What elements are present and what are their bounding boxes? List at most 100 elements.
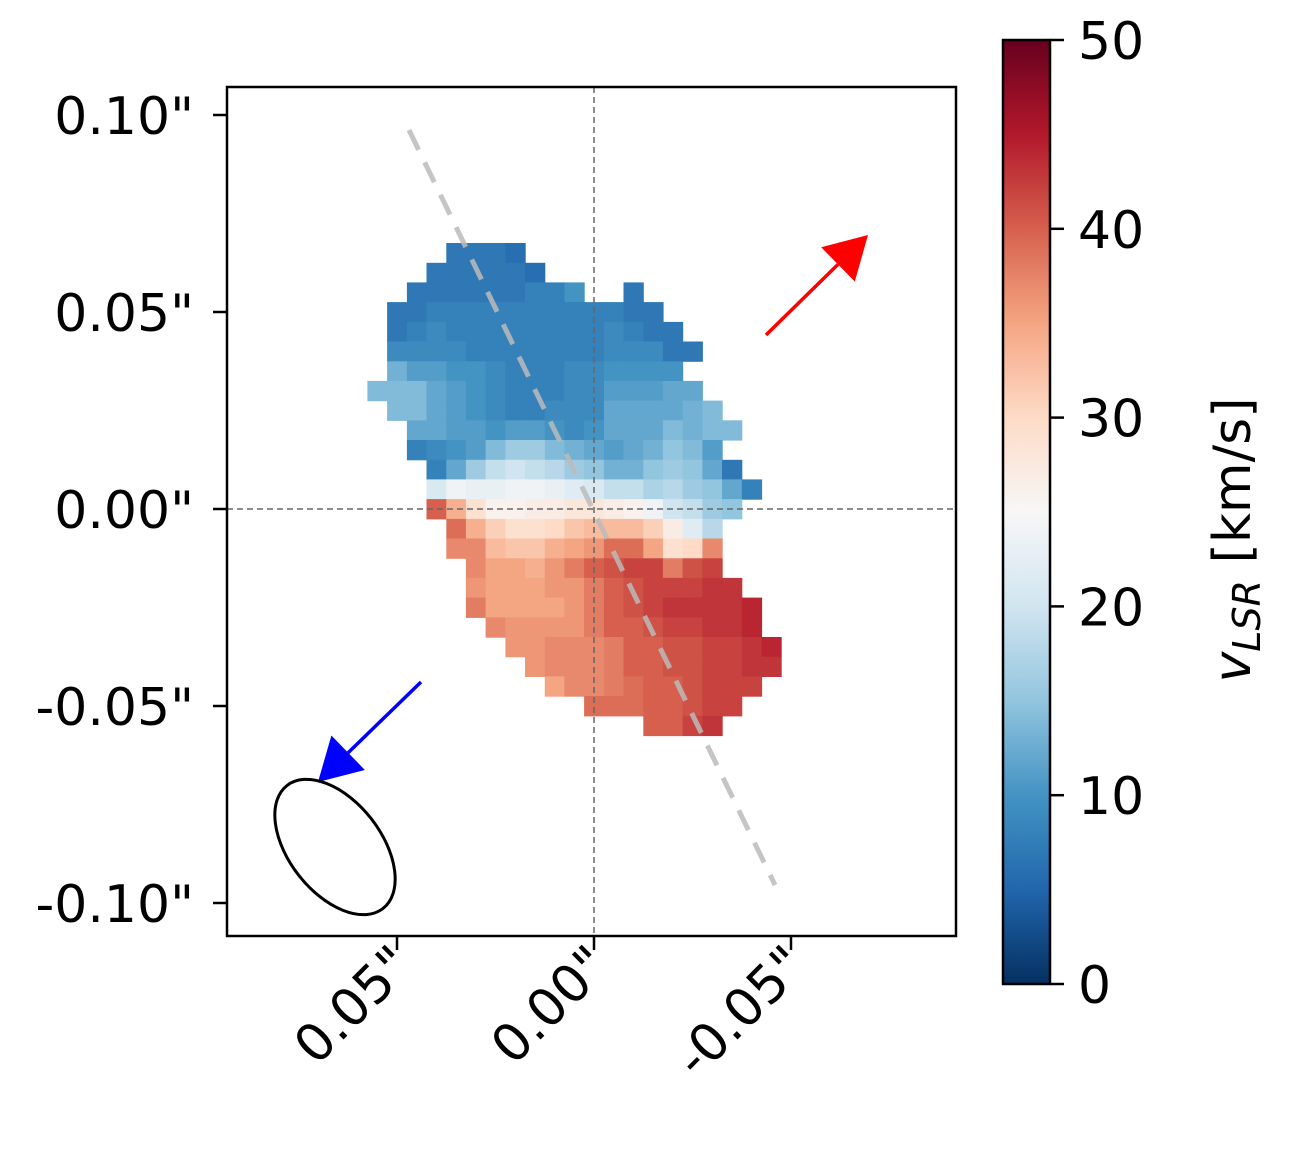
heatmap-cell <box>623 597 644 618</box>
heatmap-cell <box>426 459 447 481</box>
heatmap-cell <box>623 499 644 520</box>
heatmap-cell <box>485 380 506 402</box>
heatmap-cell <box>603 676 625 697</box>
heatmap-cell <box>662 617 684 638</box>
heatmap-cell <box>465 361 487 382</box>
heatmap-cell <box>643 321 664 343</box>
heatmap-cell <box>702 420 723 441</box>
heatmap-cell <box>603 656 625 677</box>
heatmap-cell <box>367 380 388 402</box>
heatmap-cell <box>505 617 526 638</box>
heatmap-cell <box>702 440 723 461</box>
heatmap-cell <box>465 459 487 481</box>
heatmap-cell <box>525 302 546 323</box>
heatmap-cell <box>505 538 526 559</box>
heatmap-cell <box>485 617 506 638</box>
heatmap-cell <box>544 400 566 421</box>
heatmap-cell <box>603 637 625 658</box>
heatmap-cell <box>643 715 664 737</box>
heatmap-cell <box>722 637 743 658</box>
heatmap-cell <box>643 361 664 382</box>
heatmap-cell <box>485 518 506 540</box>
heatmap-cell <box>505 577 526 599</box>
heatmap-cell <box>465 597 487 618</box>
heatmap-cell <box>643 459 664 481</box>
heatmap-cell <box>525 282 546 303</box>
heatmap-cell <box>525 637 546 658</box>
heatmap-cell <box>564 361 585 382</box>
heatmap-cell <box>505 597 526 618</box>
x-axis: 0.05" 0.00" -0.05" <box>283 935 818 1089</box>
heatmap-cell <box>446 380 467 402</box>
heatmap-cell <box>564 676 585 697</box>
heatmap-cell <box>682 341 703 362</box>
heatmap-cell <box>643 656 664 677</box>
heatmap-cell <box>722 656 743 677</box>
heatmap-cell <box>485 420 506 441</box>
heatmap-cell <box>525 420 546 441</box>
colorbar-ticks: 0 10 20 30 40 50 <box>1050 12 1144 1016</box>
heatmap-cell <box>662 380 684 402</box>
heatmap-cell <box>465 518 487 540</box>
heatmap-cell <box>702 538 723 559</box>
heatmap-cell <box>446 538 467 559</box>
heatmap-cell <box>603 597 625 618</box>
heatmap-cell <box>544 440 566 461</box>
y-tick-label: -0.05" <box>36 678 194 738</box>
heatmap-cell <box>406 361 428 382</box>
heatmap-cell <box>603 361 625 382</box>
heatmap-cell <box>584 656 605 677</box>
y-tick-label: 0.05" <box>54 284 194 344</box>
heatmap-cell <box>485 243 506 264</box>
heatmap-cell <box>525 597 546 618</box>
heatmap-cell <box>564 341 585 362</box>
heatmap-cell <box>564 440 585 461</box>
heatmap-cell <box>643 577 664 599</box>
heatmap-cell <box>603 321 625 343</box>
heatmap-cell <box>643 696 664 717</box>
heatmap-cell <box>505 518 526 540</box>
heatmap-cell <box>682 597 703 618</box>
heatmap-cell <box>564 637 585 658</box>
heatmap-cell <box>446 282 467 303</box>
colorbar-tick-label: 20 <box>1078 578 1144 638</box>
heatmap-cell <box>623 400 644 421</box>
colorbar-tick-label: 40 <box>1078 201 1144 261</box>
heatmap-cell <box>387 321 408 343</box>
heatmap-cell <box>525 321 546 343</box>
heatmap-cell <box>584 676 605 697</box>
heatmap-cell <box>505 459 526 481</box>
beam-ellipse <box>273 777 397 917</box>
heatmap-cell <box>603 380 625 402</box>
heatmap-cell <box>446 262 467 284</box>
heatmap-cell <box>682 479 703 500</box>
heatmap-cell <box>465 420 487 441</box>
heatmap-cell <box>623 282 644 303</box>
heatmap-cell <box>544 538 566 559</box>
heatmap-cell <box>603 341 625 362</box>
heatmap-cell <box>643 341 664 362</box>
heatmap-cell <box>761 637 782 658</box>
heatmap-cell <box>544 676 566 697</box>
heatmap-cell <box>702 479 723 500</box>
heatmap-cell <box>544 597 566 618</box>
heatmap-cell <box>564 656 585 677</box>
x-tick-label: -0.05" <box>664 935 818 1089</box>
heatmap-cell <box>525 440 546 461</box>
heatmap-cell <box>465 341 487 362</box>
heatmap-cell <box>564 499 585 520</box>
heatmap-cell <box>525 361 546 382</box>
colorbar-tick-label: 30 <box>1078 390 1144 450</box>
heatmap-cell <box>465 380 487 402</box>
heatmap-cell <box>525 558 546 579</box>
heatmap-cell <box>643 597 664 618</box>
heatmap-cell <box>603 538 625 559</box>
heatmap-cell <box>564 321 585 343</box>
heatmap-cell <box>505 282 526 303</box>
heatmap-cell <box>426 282 447 303</box>
heatmap-cell <box>643 637 664 658</box>
heatmap-cell <box>426 262 447 284</box>
heatmap-cell <box>722 577 743 599</box>
heatmap-cell <box>465 479 487 500</box>
heatmap-cell <box>564 302 585 323</box>
